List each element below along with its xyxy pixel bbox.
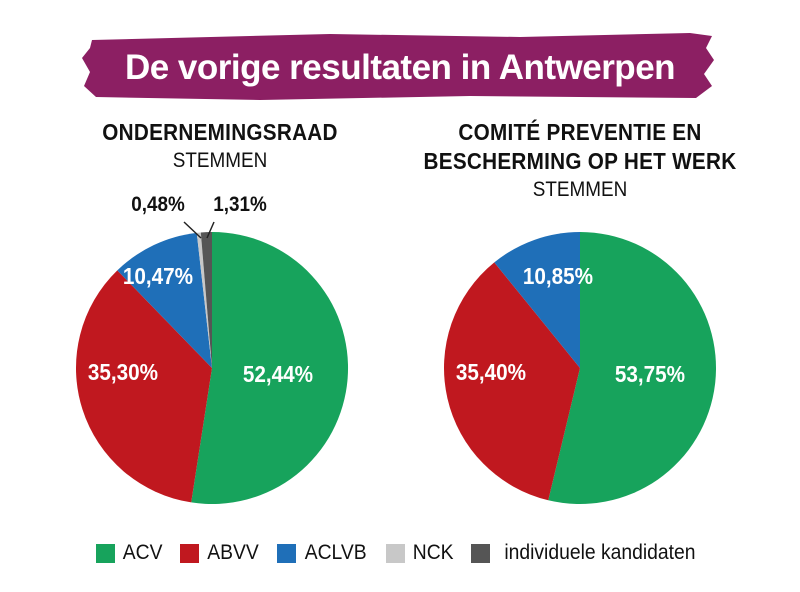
pie-ondernemingsraad: 52,44% 35,30% 10,47% 0,48% 1,31% [75, 193, 349, 504]
data-label-abvv: 35,40% [456, 359, 526, 385]
pie-comit-preventie-en-besch: 53,75% 35,40% 10,85% [444, 232, 717, 504]
legend-item-abvv: ABVV [180, 541, 261, 565]
pie-slice-abvv [444, 262, 580, 501]
pie-slice-acv [548, 232, 717, 504]
legend-swatch [277, 543, 297, 563]
pie-slice-nck [196, 232, 212, 368]
chart-title-line-2: BESCHERMING OP HET WERK [423, 148, 737, 174]
chart-subtitle: STEMMEN [532, 178, 628, 201]
banner-brush-shape [82, 33, 714, 100]
chart-title-line-1: COMITÉ PREVENTIE EN [458, 119, 702, 145]
data-label-acv: 52,44% [243, 361, 313, 387]
pie-slice-aclvb [117, 232, 212, 368]
legend: ACV ABVV ACLVB NCK individuele kandidaten [0, 538, 800, 568]
data-label-aclvb: 10,85% [523, 263, 593, 289]
legend-label: ACLVB [305, 541, 367, 564]
legend-label: individuele kandidaten [504, 541, 696, 564]
legend-label: NCK [412, 541, 454, 564]
legend-swatch [180, 543, 200, 563]
legend-item-nck: NCK [385, 541, 455, 565]
legend-item-aclvb: ACLVB [277, 541, 369, 565]
pie-slice-acv [191, 231, 349, 504]
chart-heading-ondernemingsraad: ONDERNEMINGSRAAD STEMMEN [60, 118, 380, 174]
data-label-individuele-kandidaten: 1,31% [213, 193, 267, 216]
data-label-abvv: 35,30% [88, 359, 158, 385]
legend-item-individuele-kandidaten: individuele kandidaten [471, 541, 704, 565]
leader-line-nck [183, 221, 202, 239]
pie-slice-individuele-kandidaten [200, 231, 212, 368]
legend-swatch [385, 543, 405, 563]
page-title: De vorige resultaten in Antwerpen [124, 48, 676, 87]
chart-heading-comite-preventie: COMITÉ PREVENTIE EN BESCHERMING OP HET W… [400, 118, 760, 203]
chart-title: ONDERNEMINGSRAAD [102, 119, 338, 145]
data-label-aclvb: 10,47% [123, 263, 193, 289]
data-label-nck: 0,48% [131, 193, 185, 216]
legend-label: ABVV [207, 541, 260, 564]
leader-line-individuele-kandidaten [206, 221, 215, 239]
title-banner: De vorige resultaten in Antwerpen [0, 0, 800, 110]
legend-swatch [96, 543, 116, 563]
legend-label: ACV [122, 541, 163, 564]
chart-subtitle: STEMMEN [172, 149, 268, 172]
legend-swatch [471, 543, 491, 563]
legend-item-acv: ACV [96, 541, 164, 565]
data-label-acv: 53,75% [615, 361, 685, 387]
pie-slice-abvv [75, 270, 213, 503]
pie-slice-aclvb [494, 232, 580, 368]
